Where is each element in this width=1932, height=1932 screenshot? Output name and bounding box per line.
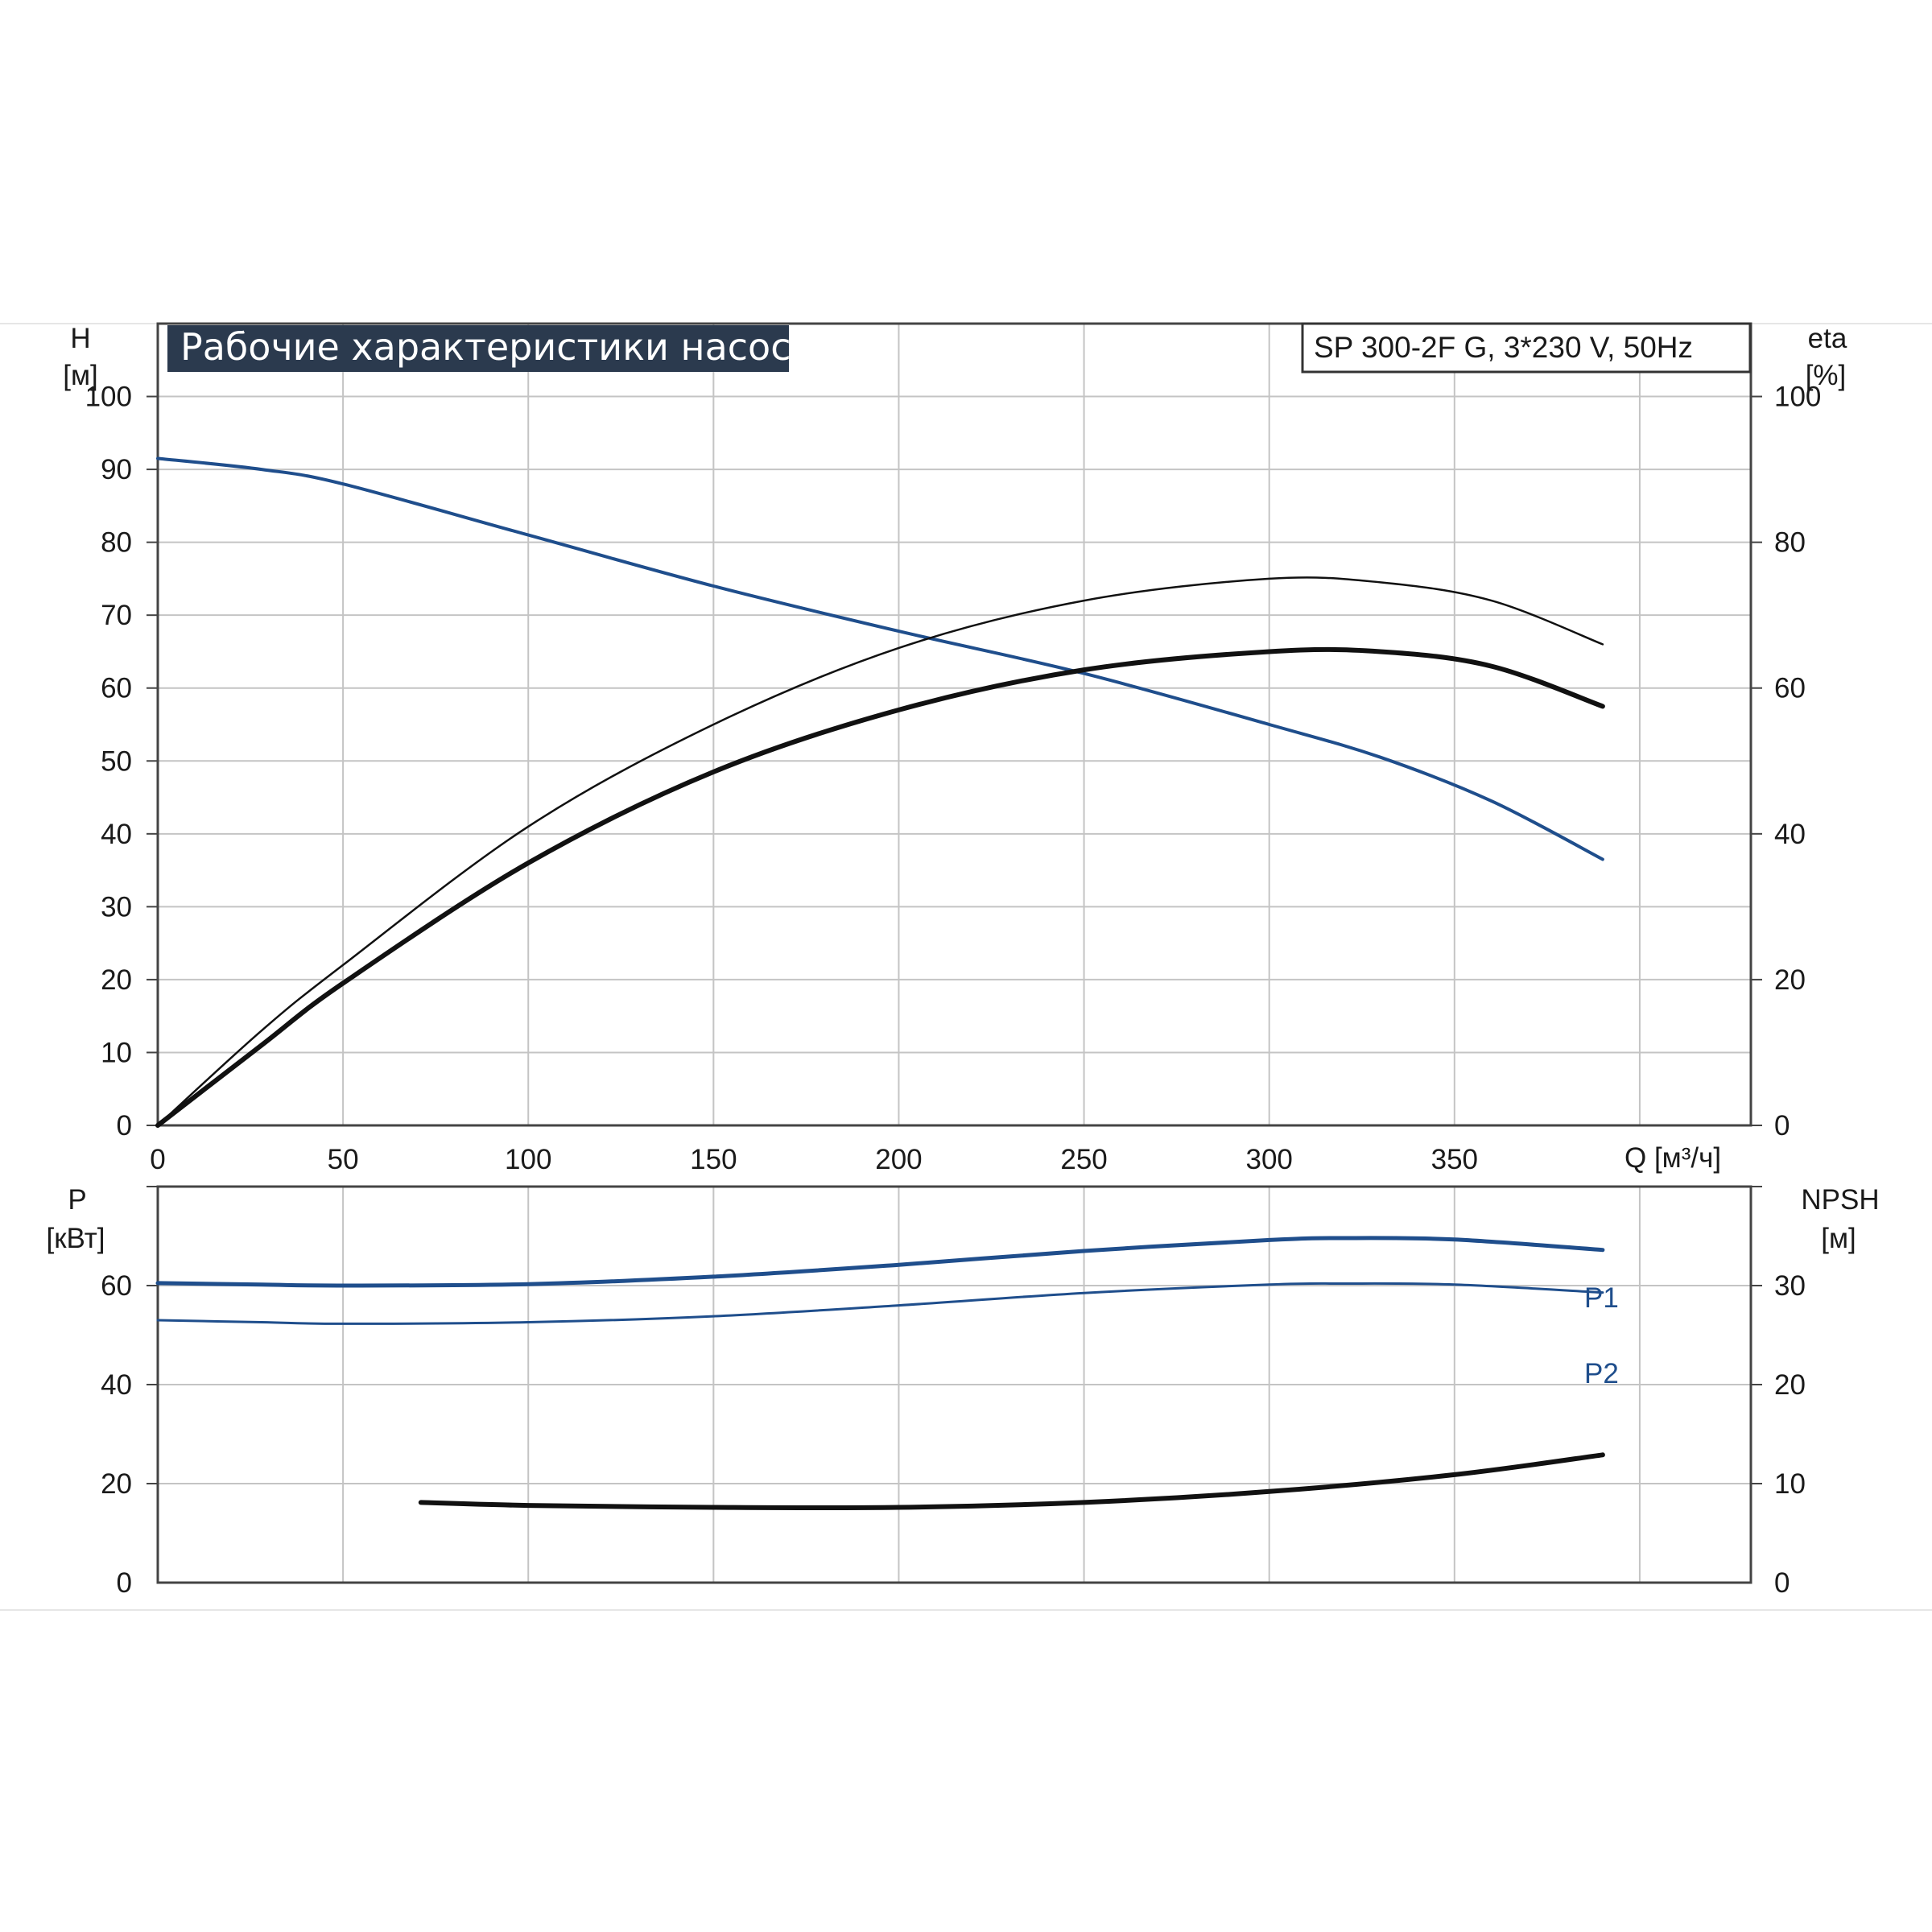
bottom-series-p1-line	[155, 1236, 1605, 1288]
npsh-tick-label: 10	[1774, 1468, 1806, 1500]
eta-tick-label: 80	[1774, 527, 1806, 559]
npsh-tick-label: 30	[1774, 1270, 1806, 1302]
eta-axis-label: eta	[1808, 323, 1847, 354]
bottom-plot-ticks: 0 20 40 60 0 10 20 30	[101, 1186, 1806, 1599]
top-series-eta-thin-line	[156, 576, 1604, 1127]
model-label: SP 300-2F G, 3*230 V, 50Hz	[1314, 331, 1693, 364]
x-tick-label: 50	[328, 1144, 359, 1175]
bottom-series-p2-line	[156, 1282, 1604, 1325]
npsh-tick-label: 20	[1774, 1369, 1806, 1401]
h-tick-label: 0	[117, 1110, 132, 1141]
h-tick-label: 60	[101, 673, 132, 704]
p-tick-label: 60	[101, 1270, 132, 1302]
eta-tick-label: 60	[1774, 673, 1806, 704]
p-axis-unit: [кВт]	[47, 1223, 105, 1254]
eta-axis-unit: [%]	[1806, 360, 1847, 391]
eta-tick-label: 0	[1774, 1110, 1790, 1141]
top-plot-grid	[158, 323, 1751, 1125]
p-tick-label: 40	[101, 1369, 132, 1401]
x-tick-label: 300	[1245, 1144, 1292, 1175]
p1-curve-label: P1	[1584, 1282, 1619, 1314]
x-tick-label: 150	[690, 1144, 737, 1175]
h-tick-label: 30	[101, 891, 132, 923]
h-tick-label: 70	[101, 600, 132, 631]
h-tick-label: 10	[101, 1037, 132, 1068]
eta-tick-label: 20	[1774, 964, 1806, 996]
npsh-axis-unit: [м]	[1821, 1223, 1856, 1254]
p-tick-label: 0	[117, 1567, 132, 1599]
npsh-axis-label: NPSH	[1801, 1184, 1879, 1216]
x-tick-label: 350	[1431, 1144, 1478, 1175]
top-plot-curves	[155, 456, 1605, 1128]
eta-tick-label: 40	[1774, 819, 1806, 850]
bottom-plot-grid	[158, 1186, 1751, 1583]
h-tick-label: 50	[101, 745, 132, 777]
h-tick-label: 80	[101, 527, 132, 559]
x-tick-label: 100	[505, 1144, 551, 1175]
h-tick-label: 100	[85, 382, 132, 413]
h-axis-label: H	[70, 323, 90, 354]
model-box	[1301, 322, 1752, 374]
h-tick-label: 40	[101, 819, 132, 850]
q-axis-label: Q [м³/ч]	[1624, 1142, 1721, 1174]
x-tick-label: 250	[1060, 1144, 1107, 1175]
x-tick-label: 0	[150, 1144, 165, 1175]
chart-title: Рабочие характеристики насоса	[180, 325, 814, 369]
top-plot-ticks: 0 50 100 150 200 250 300 3500102030405060708090…	[85, 382, 1822, 1175]
h-tick-label: 90	[101, 454, 132, 485]
h-tick-label: 20	[101, 964, 132, 996]
top-series-h-line	[156, 456, 1604, 861]
top-series-eta-thick-line	[155, 646, 1605, 1128]
eta-tick-label: 100	[1774, 382, 1821, 413]
p-axis-label: P	[68, 1184, 86, 1216]
p-tick-label: 20	[101, 1468, 132, 1500]
h-axis-unit: [м]	[63, 360, 98, 391]
bottom-series-npsh-line	[418, 1452, 1605, 1511]
p2-curve-label: P2	[1584, 1358, 1619, 1389]
npsh-tick-label: 0	[1774, 1567, 1790, 1599]
top-plot-frame	[156, 322, 1752, 1127]
x-tick-label: 200	[875, 1144, 922, 1175]
bottom-plot-curves	[155, 1236, 1605, 1511]
chart-title-box	[167, 325, 789, 372]
